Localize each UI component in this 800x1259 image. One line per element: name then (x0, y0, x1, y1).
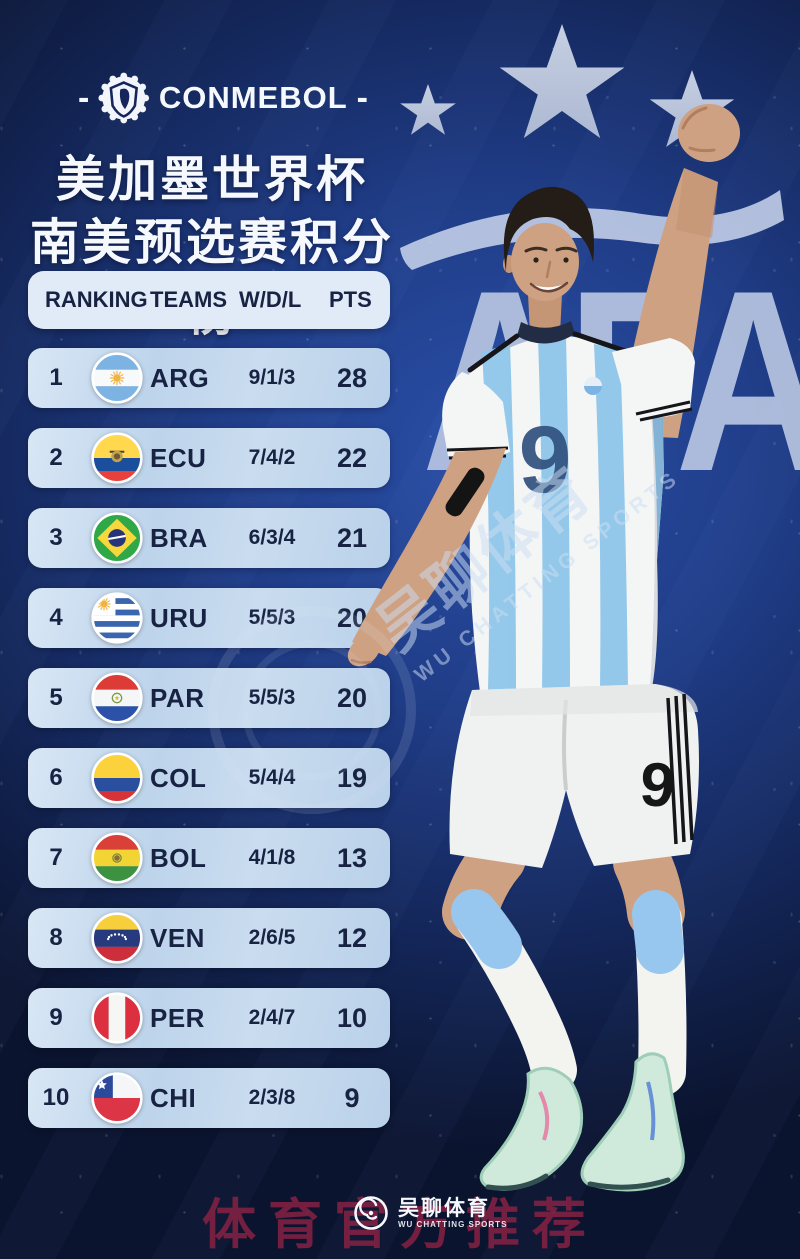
flag-chi-icon (84, 1072, 150, 1124)
wu-sports-logo-icon (354, 1196, 388, 1230)
brand-wordmark: CONMEBOL (158, 80, 348, 115)
column-header-pts: PTS (329, 287, 372, 312)
table-row: 6 COL 5/4/4 19 (28, 748, 390, 808)
team-code: ARG (150, 362, 210, 393)
column-header-ranking: RANKING (45, 287, 148, 312)
footer-brand-cn: 吴聊体育 (398, 1196, 490, 1220)
table-row: 10 CHI 2/3/8 9 (28, 1068, 390, 1128)
team-code: COL (150, 762, 207, 793)
table-row: 4 URU 5/5/3 20 (28, 588, 390, 648)
rank-cell: 4 (49, 604, 63, 631)
table-row: 7 BOL 4/1/8 13 (28, 828, 390, 888)
pts-cell: 28 (336, 362, 368, 393)
flag-per-icon (84, 992, 150, 1044)
table-row: 1 ARG 9/1/3 28 (28, 348, 390, 408)
pts-cell: 22 (336, 442, 368, 473)
team-code: BOL (150, 842, 207, 873)
table-row: 3 BRA 6/3/4 21 (28, 508, 390, 568)
pts-cell: 20 (336, 682, 368, 713)
wdl-cell: 2/4/7 (248, 1006, 296, 1029)
footer-brand: 吴聊体育 WU CHATTING SPORTS (352, 1194, 507, 1232)
flag-ecu-icon (84, 432, 150, 484)
pts-cell: 10 (336, 1002, 368, 1033)
flag-par-icon (84, 672, 150, 724)
column-header-wdl: W/D/L (239, 287, 302, 312)
wdl-cell: 2/6/5 (248, 926, 296, 949)
wdl-cell: 2/3/8 (248, 1086, 296, 1109)
team-code: CHI (150, 1082, 197, 1113)
brand-dash-left: - (78, 79, 90, 117)
rank-cell: 3 (49, 524, 63, 551)
rank-cell: 10 (42, 1084, 70, 1111)
table-row: 5 PAR 5/5/3 20 (28, 668, 390, 728)
rank-cell: 8 (49, 924, 63, 951)
wdl-cell: 5/5/3 (248, 606, 296, 629)
rank-cell: 1 (49, 364, 63, 391)
wdl-cell: 9/1/3 (248, 366, 296, 389)
rank-cell: 7 (49, 844, 63, 871)
rank-cell: 2 (49, 444, 63, 471)
pts-cell: 20 (336, 602, 368, 633)
pts-cell: 19 (336, 762, 368, 793)
pts-cell: 13 (336, 842, 368, 873)
pts-cell: 12 (336, 922, 368, 953)
brand-dash-right: - (356, 79, 368, 117)
standings-table-header: RANKING TEAMS W/D/L PTS (28, 271, 390, 329)
conmebol-brand-row: - CONMEBOL - (78, 68, 368, 128)
flag-bra-icon (84, 512, 150, 564)
svg-text:9: 9 (638, 750, 677, 821)
team-code: VEN (150, 922, 205, 953)
team-code: ECU (150, 442, 207, 473)
flag-col-icon (84, 752, 150, 804)
team-code: BRA (150, 522, 208, 553)
rank-cell: 9 (49, 1004, 63, 1031)
rank-cell: 6 (49, 764, 63, 791)
flag-ven-icon (84, 912, 150, 964)
team-code: URU (150, 602, 208, 633)
flag-arg-icon (84, 352, 150, 404)
team-code: PAR (150, 682, 205, 713)
pts-cell: 9 (344, 1082, 360, 1113)
table-row: 9 PER 2/4/7 10 (28, 988, 390, 1048)
backdrop-star-icon (400, 84, 456, 135)
wdl-cell: 5/4/4 (248, 766, 296, 789)
flag-uru-icon (84, 592, 150, 644)
pts-cell: 21 (336, 522, 368, 553)
backdrop-star-icon (649, 70, 735, 148)
table-row: 8 VEN 2/6/5 12 (28, 908, 390, 968)
backdrop-star-icon (499, 24, 625, 139)
conmebol-logo-icon (98, 72, 150, 124)
table-row: 2 ECU 7/4/2 22 (28, 428, 390, 488)
team-code: PER (150, 1002, 205, 1033)
wdl-cell: 4/1/8 (248, 846, 296, 869)
rank-cell: 5 (49, 684, 63, 711)
column-header-teams: TEAMS (150, 287, 227, 312)
wdl-cell: 6/3/4 (248, 526, 296, 549)
wdl-cell: 5/5/3 (248, 686, 296, 709)
page-title-line1: 美加墨世界杯 (55, 153, 368, 207)
wdl-cell: 7/4/2 (248, 446, 296, 469)
flag-bol-icon (84, 832, 150, 884)
afa-watermark-letters: AFA (421, 236, 800, 525)
footer-brand-en: WU CHATTING SPORTS (398, 1220, 508, 1230)
